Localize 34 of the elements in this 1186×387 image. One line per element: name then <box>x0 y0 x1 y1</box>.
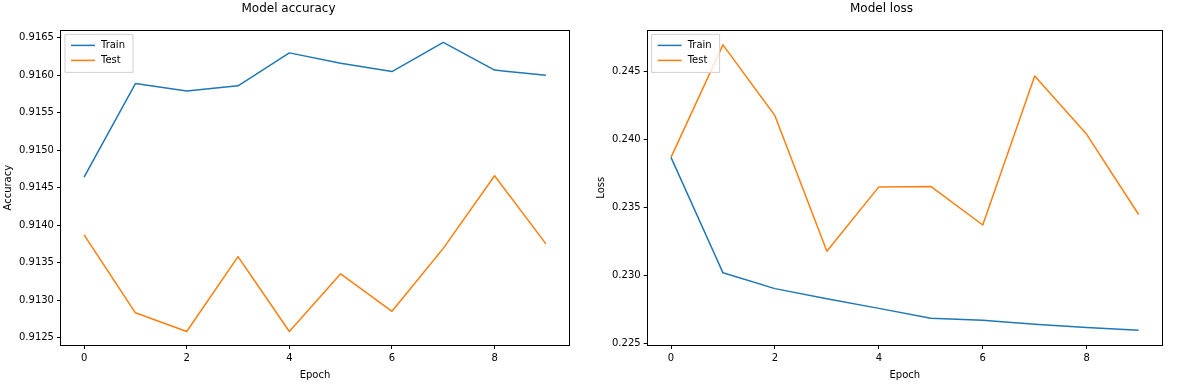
x-tick-label: 4 <box>286 351 293 363</box>
x-tick-label: 6 <box>388 351 396 363</box>
legend-label: Train <box>686 38 712 50</box>
y-tick-label: 0.240 <box>611 132 641 144</box>
y-axis-title: Accuracy <box>1 164 13 211</box>
y-tick-label: 0.9145 <box>18 181 54 193</box>
y-axis-title: Loss <box>594 176 606 199</box>
x-tick-label: 8 <box>1083 351 1090 363</box>
x-axis-title: Epoch <box>889 368 921 380</box>
x-tick-label: 4 <box>875 351 883 363</box>
legend-label: Test <box>99 53 121 65</box>
x-tick-label: 0 <box>667 351 675 363</box>
y-tick-label: 0.9165 <box>18 31 54 43</box>
y-tick-label: 0.9160 <box>18 68 54 80</box>
x-axis-title: Epoch <box>299 368 331 380</box>
y-tick-label: 0.245 <box>611 64 641 76</box>
y-tick-label: 0.9125 <box>18 331 54 343</box>
y-tick-label: 0.230 <box>611 269 641 281</box>
y-tick-label: 0.9150 <box>18 143 54 155</box>
chart-title: Model loss <box>849 1 914 16</box>
x-tick-label: 8 <box>491 351 498 363</box>
y-tick-label: 0.9135 <box>18 256 54 268</box>
y-tick-label: 0.9130 <box>18 293 54 305</box>
x-tick-label: 2 <box>771 351 779 363</box>
x-tick-label: 0 <box>80 351 88 363</box>
chart-title: Model accuracy <box>241 1 336 16</box>
y-tick-label: 0.9140 <box>18 218 54 230</box>
legend-label: Test <box>686 53 708 65</box>
x-tick-label: 6 <box>979 351 986 363</box>
legend-label: Train <box>99 38 125 50</box>
y-tick-label: 0.225 <box>611 337 641 349</box>
x-tick-label: 2 <box>183 351 190 363</box>
y-tick-label: 0.235 <box>611 201 641 213</box>
y-tick-label: 0.9155 <box>18 106 54 118</box>
